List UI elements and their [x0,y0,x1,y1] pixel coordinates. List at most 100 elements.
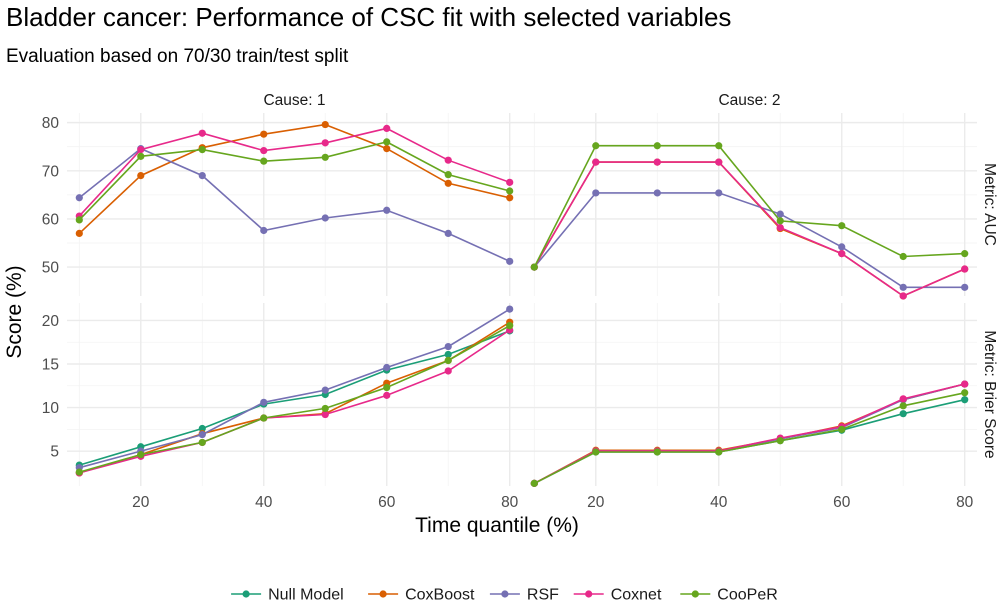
data-point-coxboost [383,145,391,153]
y-tick-label: 70 [42,163,60,180]
data-point-cooper [776,437,784,445]
data-point-cooper [198,146,206,154]
data-point-null-model [444,350,452,359]
data-point-coxnet [444,367,452,375]
data-point-coxnet [137,146,145,154]
chart-subtitle: Evaluation based on 70/30 train/test spl… [6,46,349,67]
series-line-rsf [79,308,511,469]
data-point-cooper [75,468,83,476]
panel-cause-2-metric-auc [522,113,977,300]
x-tick-label: 80 [501,494,519,511]
data-point-coxboost [506,194,514,202]
data-point-cooper [715,448,723,456]
x-tick-label: 80 [956,494,974,511]
data-point-cooper [137,152,145,160]
data-point-cooper [75,216,83,224]
legend-label: CooPeR [717,587,777,604]
data-point-cooper [260,414,268,422]
series-line-null-model [79,330,510,466]
data-point-cooper [198,438,206,447]
strip-label-cause-1: Cause: 1 [263,92,325,109]
legend-label: RSF [527,587,559,604]
data-point-coxnet [444,156,452,164]
y-axis-title: Score (%) [3,265,26,358]
data-point-cooper [383,383,391,392]
data-point-cooper [653,142,661,150]
x-tick-label: 20 [132,494,150,511]
data-point-rsf [75,194,83,202]
data-point-coxnet [961,380,969,388]
data-point-coxnet [961,265,969,273]
data-point-cooper [961,250,969,258]
data-point-coxboost [260,130,268,138]
y-tick-label: 5 [50,444,59,461]
data-point-cooper [776,217,784,225]
legend-key-point [691,590,699,598]
series-line-rsf [533,192,965,289]
data-point-coxnet [592,158,600,166]
legend-label: Coxnet [611,587,662,604]
legend-key-point [585,590,593,598]
data-point-coxboost [75,229,83,237]
data-point-cooper [592,448,600,456]
legend-label: CoxBoost [405,587,475,604]
data-point-coxnet [653,158,661,166]
data-point-cooper [838,222,846,230]
strip-label-metric-brier-score: Metric: Brier Score [981,330,998,458]
data-point-rsf [444,342,452,351]
data-point-cooper [653,448,661,456]
legend-label: Null Model [268,587,344,604]
x-tick-label: 20 [587,494,605,511]
data-point-cooper [838,425,846,433]
data-point-rsf [260,226,268,235]
data-point-cooper [961,389,969,397]
data-point-rsf [383,363,391,372]
data-point-cooper [137,451,145,459]
strip-label-metric-auc: Metric: AUC [981,163,998,246]
legend-item-rsf: RSF [489,587,559,604]
data-point-coxnet [260,146,268,155]
data-point-cooper [444,171,452,179]
data-point-coxnet [776,224,784,232]
data-point-cooper [444,356,452,365]
data-point-rsf [961,283,969,291]
data-point-cooper [530,479,538,487]
legend-item-null-model: Null Model [231,587,344,604]
data-point-rsf [321,214,329,222]
legend: Null Model CoxBoost RSF Coxnet CooPeR [231,587,778,604]
data-point-coxboost [444,179,452,187]
data-point-cooper [321,153,329,161]
legend-item-coxnet: Coxnet [573,587,662,604]
data-point-rsf [776,210,784,218]
data-point-rsf [198,172,206,180]
data-point-coxnet [838,250,846,258]
data-point-cooper [260,157,268,165]
data-point-coxnet [383,124,391,133]
data-point-rsf [321,386,329,394]
series-line-coxnet [533,383,965,485]
data-point-rsf [506,305,514,313]
data-point-rsf [260,398,268,406]
series-line-cooper [533,144,965,268]
x-tick-label: 40 [710,494,728,511]
data-point-cooper [383,138,391,146]
data-point-null-model [961,396,969,404]
data-point-coxnet [321,139,329,147]
series-line-coxnet [533,161,966,297]
data-point-coxboost [137,172,145,180]
data-point-cooper [530,263,538,271]
data-point-coxnet [506,178,514,186]
data-point-cooper [899,402,907,410]
data-point-cooper [321,404,329,413]
data-point-cooper [592,142,600,150]
series-line-cooper [78,141,510,221]
data-point-rsf [838,243,846,251]
legend-key-point [501,590,509,598]
facet-panels: Cause: 1 Cause: 2 Metric: AUC Metric: Brier… [42,92,998,511]
data-point-rsf [198,430,206,439]
data-point-rsf [383,206,391,214]
strip-label-cause-2: Cause: 2 [718,92,780,109]
y-tick-label: 10 [42,400,60,417]
data-point-coxnet [321,410,329,419]
y-tick-label: 50 [42,260,60,277]
